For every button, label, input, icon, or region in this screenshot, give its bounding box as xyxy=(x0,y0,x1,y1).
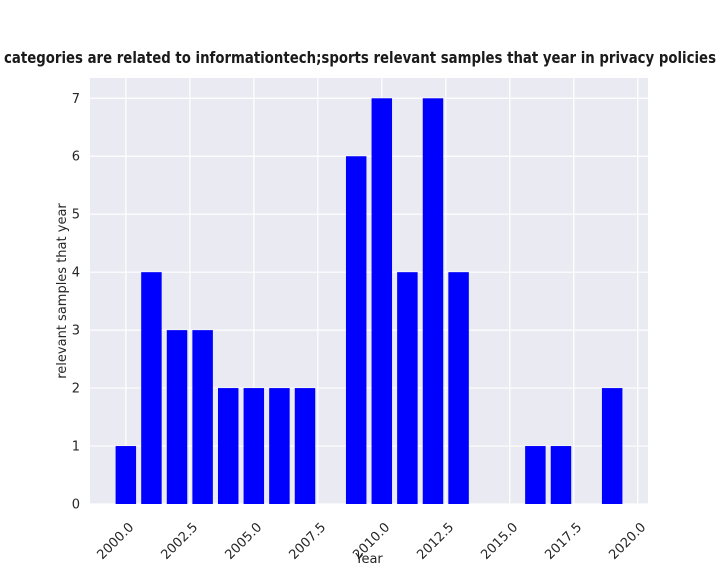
bar-2000 xyxy=(115,446,137,504)
bar-2013 xyxy=(448,272,469,504)
y-axis-label: relevant samples that year xyxy=(55,203,70,379)
y-tick-label-5: 5 xyxy=(72,208,80,223)
bar-2016 xyxy=(525,446,546,504)
bar-2009 xyxy=(345,156,367,504)
x-tick-label-0: 2000.0 xyxy=(94,520,137,563)
x-axis-label: Year xyxy=(354,552,383,567)
y-tick-label-7: 7 xyxy=(72,92,80,107)
bar-2012 xyxy=(422,98,444,505)
bar-2002 xyxy=(166,330,188,504)
x-tick-label-1: 2002.5 xyxy=(158,520,201,563)
bar-2004 xyxy=(217,388,239,504)
bars xyxy=(115,98,623,505)
x-tick-label-8: 2020.0 xyxy=(606,520,649,563)
bar-2003 xyxy=(192,330,213,504)
x-tick-label-2: 2005.0 xyxy=(222,520,265,563)
bar-2017 xyxy=(550,446,572,504)
bar-2006 xyxy=(269,388,290,504)
y-tick-label-2: 2 xyxy=(72,382,80,397)
bar-2019 xyxy=(601,388,623,504)
x-tick-label-7: 2017.5 xyxy=(542,520,585,563)
y-tick-label-3: 3 xyxy=(72,324,80,339)
y-tick-label-4: 4 xyxy=(72,266,80,281)
bar-2001 xyxy=(141,272,162,504)
bar-2011 xyxy=(397,272,418,504)
bar-2010 xyxy=(371,98,393,505)
y-axis-ticks: 0 1 2 3 4 5 6 7 xyxy=(72,92,80,513)
x-tick-label-6: 2015.0 xyxy=(478,520,521,563)
x-tick-label-3: 2007.5 xyxy=(286,520,329,563)
y-tick-label-0: 0 xyxy=(72,498,80,513)
bar-2005 xyxy=(243,388,265,504)
bar-2007 xyxy=(294,388,316,504)
y-tick-label-1: 1 xyxy=(72,440,80,455)
x-tick-label-5: 2012.5 xyxy=(414,520,457,563)
chart-title: categories are related to informationtec… xyxy=(4,48,716,67)
y-tick-label-6: 6 xyxy=(72,150,80,165)
